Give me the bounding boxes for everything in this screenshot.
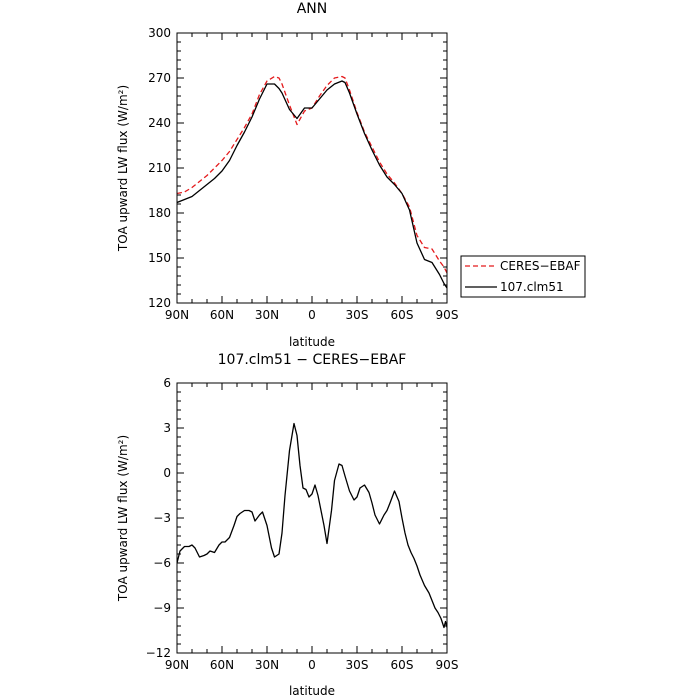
top-y-tick-label: 240 — [148, 116, 171, 130]
top-x-tick-label: 30S — [346, 308, 369, 322]
bottom-y-tick-label: 3 — [163, 421, 171, 435]
top-y-tick-label: 180 — [148, 206, 171, 220]
bottom-y-axis-title: TOA upward LW flux (W/m²) — [116, 435, 130, 602]
bottom-chart-title: 107.clm51 − CERES−EBAF — [218, 352, 407, 368]
top-y-tick-label: 150 — [148, 251, 171, 265]
bottom-axes: 90N 60N 30N 0 30S 60S 90S −12 −9 −6 −3 0 3 6 — [146, 376, 459, 672]
bottom-series-line-0 — [177, 422, 447, 629]
top-x-tick-label: 60N — [210, 308, 234, 322]
legend: CERES−EBAF 107.clm51 — [460, 255, 586, 298]
top-y-tick-label: 210 — [148, 161, 171, 175]
bottom-y-tick-label: 6 — [163, 376, 171, 390]
bottom-y-tick-label: −12 — [146, 646, 171, 660]
bottom-plot-frame — [176, 382, 448, 654]
bottom-x-tick-label: 0 — [308, 658, 316, 672]
bottom-y-tick-label: −9 — [153, 601, 171, 615]
bottom-x-tick-label: 30S — [346, 658, 369, 672]
top-series-line-0 — [177, 75, 447, 274]
top-y-tick-label: 120 — [148, 296, 171, 310]
top-series-line-1 — [177, 80, 447, 289]
bottom-x-axis-title: latitude — [289, 684, 335, 698]
top-chart-title: ANN — [297, 1, 328, 17]
legend-label-ceres: CERES−EBAF — [500, 259, 581, 273]
top-plot-area — [177, 75, 447, 289]
top-x-axis-title: latitude — [289, 335, 335, 349]
top-y-tick-label: 270 — [148, 71, 171, 85]
bottom-x-tick-label: 60N — [210, 658, 234, 672]
bottom-x-tick-label: 90S — [436, 658, 459, 672]
top-y-axis-title: TOA upward LW flux (W/m²) — [116, 85, 130, 252]
top-x-tick-label: 30N — [255, 308, 279, 322]
top-x-tick-label: 0 — [308, 308, 316, 322]
bottom-plot-area — [177, 422, 447, 629]
top-x-tick-label: 60S — [391, 308, 414, 322]
top-plot-frame — [176, 32, 448, 304]
bottom-x-tick-label: 60S — [391, 658, 414, 672]
bottom-y-tick-label: −6 — [153, 556, 171, 570]
top-panel: ANN 90N 60N 30N 0 30S 60S 90S 120 150 180 210 240 27… — [116, 1, 586, 349]
top-x-tick-label: 90N — [165, 308, 189, 322]
bottom-y-tick-label: 0 — [163, 466, 171, 480]
bottom-x-tick-label: 90N — [165, 658, 189, 672]
bottom-x-tick-label: 30N — [255, 658, 279, 672]
top-y-tick-label: 300 — [148, 26, 171, 40]
top-x-tick-label: 90S — [436, 308, 459, 322]
top-axes: 90N 60N 30N 0 30S 60S 90S 120 150 180 210 240 270 300 — [148, 26, 458, 322]
bottom-y-tick-label: −3 — [153, 511, 171, 525]
legend-box — [460, 255, 586, 298]
legend-label-model: 107.clm51 — [500, 280, 564, 294]
bottom-panel: 107.clm51 − CERES−EBAF 90N 60N 30N 0 30S 60S 9… — [116, 352, 458, 698]
